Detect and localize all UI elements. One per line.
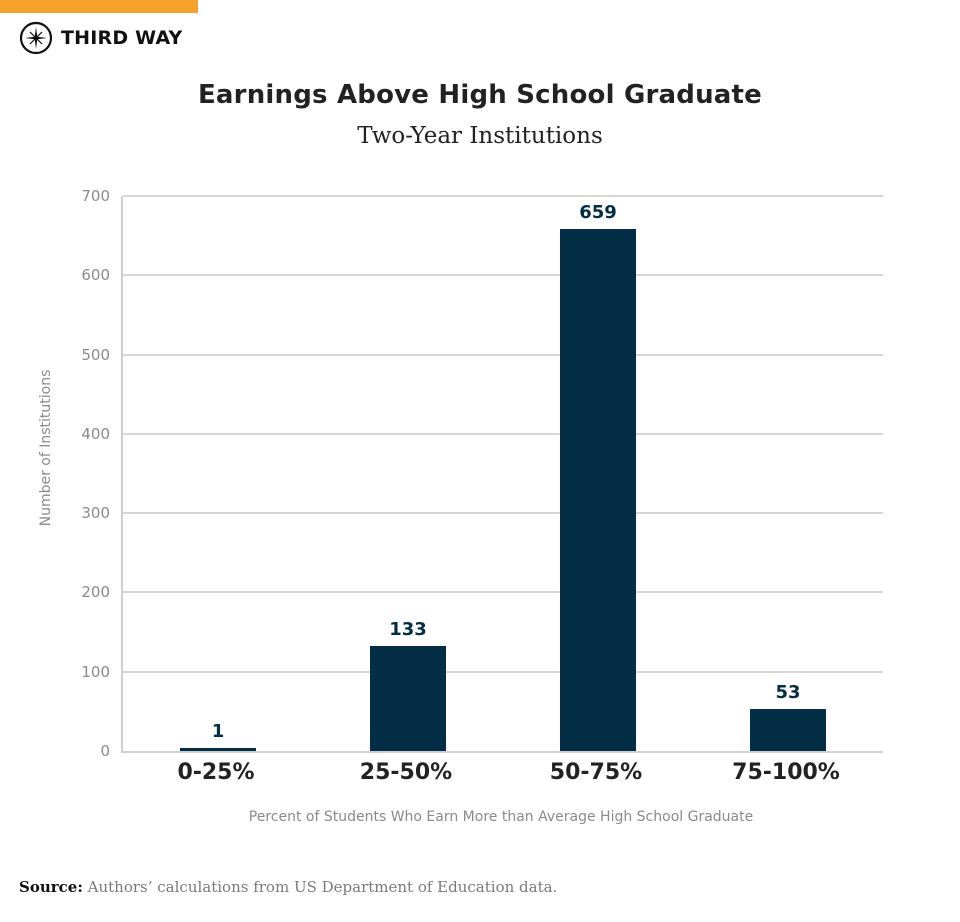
gridline xyxy=(123,274,883,277)
y-tick-label: 400 xyxy=(81,424,110,443)
bar-25-50% xyxy=(370,645,446,751)
source-note: Source: Authors’ calculations from US De… xyxy=(19,878,557,896)
brand-name: THIRD WAY xyxy=(61,27,183,49)
chart-subtitle: Two-Year Institutions xyxy=(357,123,603,149)
y-tick-label: 600 xyxy=(81,266,110,285)
y-tick-label: 700 xyxy=(81,187,110,205)
gridline xyxy=(123,512,883,515)
source-text: Authors’ calculations from US Department… xyxy=(87,878,558,896)
source-label: Source: xyxy=(19,878,83,896)
y-tick-label: 300 xyxy=(81,504,110,523)
gridline xyxy=(123,353,883,356)
bar-value-label: 1 xyxy=(211,721,225,742)
gridline xyxy=(123,670,883,673)
x-tick-label: 0-25% xyxy=(177,760,255,785)
plot-area: 1 133 659 53 xyxy=(121,195,883,753)
y-tick-label: 200 xyxy=(81,583,110,602)
bar-value-label: 53 xyxy=(775,681,801,703)
gridline xyxy=(123,195,883,197)
y-tick-label: 500 xyxy=(81,345,110,364)
gridline xyxy=(123,591,883,594)
x-tick-label: 75-100% xyxy=(732,760,840,785)
bar-value-label: 133 xyxy=(389,618,427,640)
y-tick-label: 100 xyxy=(81,662,110,681)
x-axis-label: Percent of Students Who Earn More than A… xyxy=(248,809,754,825)
brand-logo: THIRD WAY xyxy=(19,21,183,55)
bar-0-25% xyxy=(180,748,256,751)
x-tick-label: 50-75% xyxy=(549,760,643,785)
compass-icon xyxy=(19,21,53,55)
x-tick-label: 25-50% xyxy=(359,760,453,785)
gridline xyxy=(123,432,883,435)
chart-title: Earnings Above High School Graduate xyxy=(197,80,763,110)
bar-50-75% xyxy=(560,228,636,751)
y-tick-label: 0 xyxy=(100,742,110,760)
bar-75-100% xyxy=(750,708,826,751)
brand-accent-bar xyxy=(0,0,198,13)
bar-value-label: 659 xyxy=(579,201,617,223)
